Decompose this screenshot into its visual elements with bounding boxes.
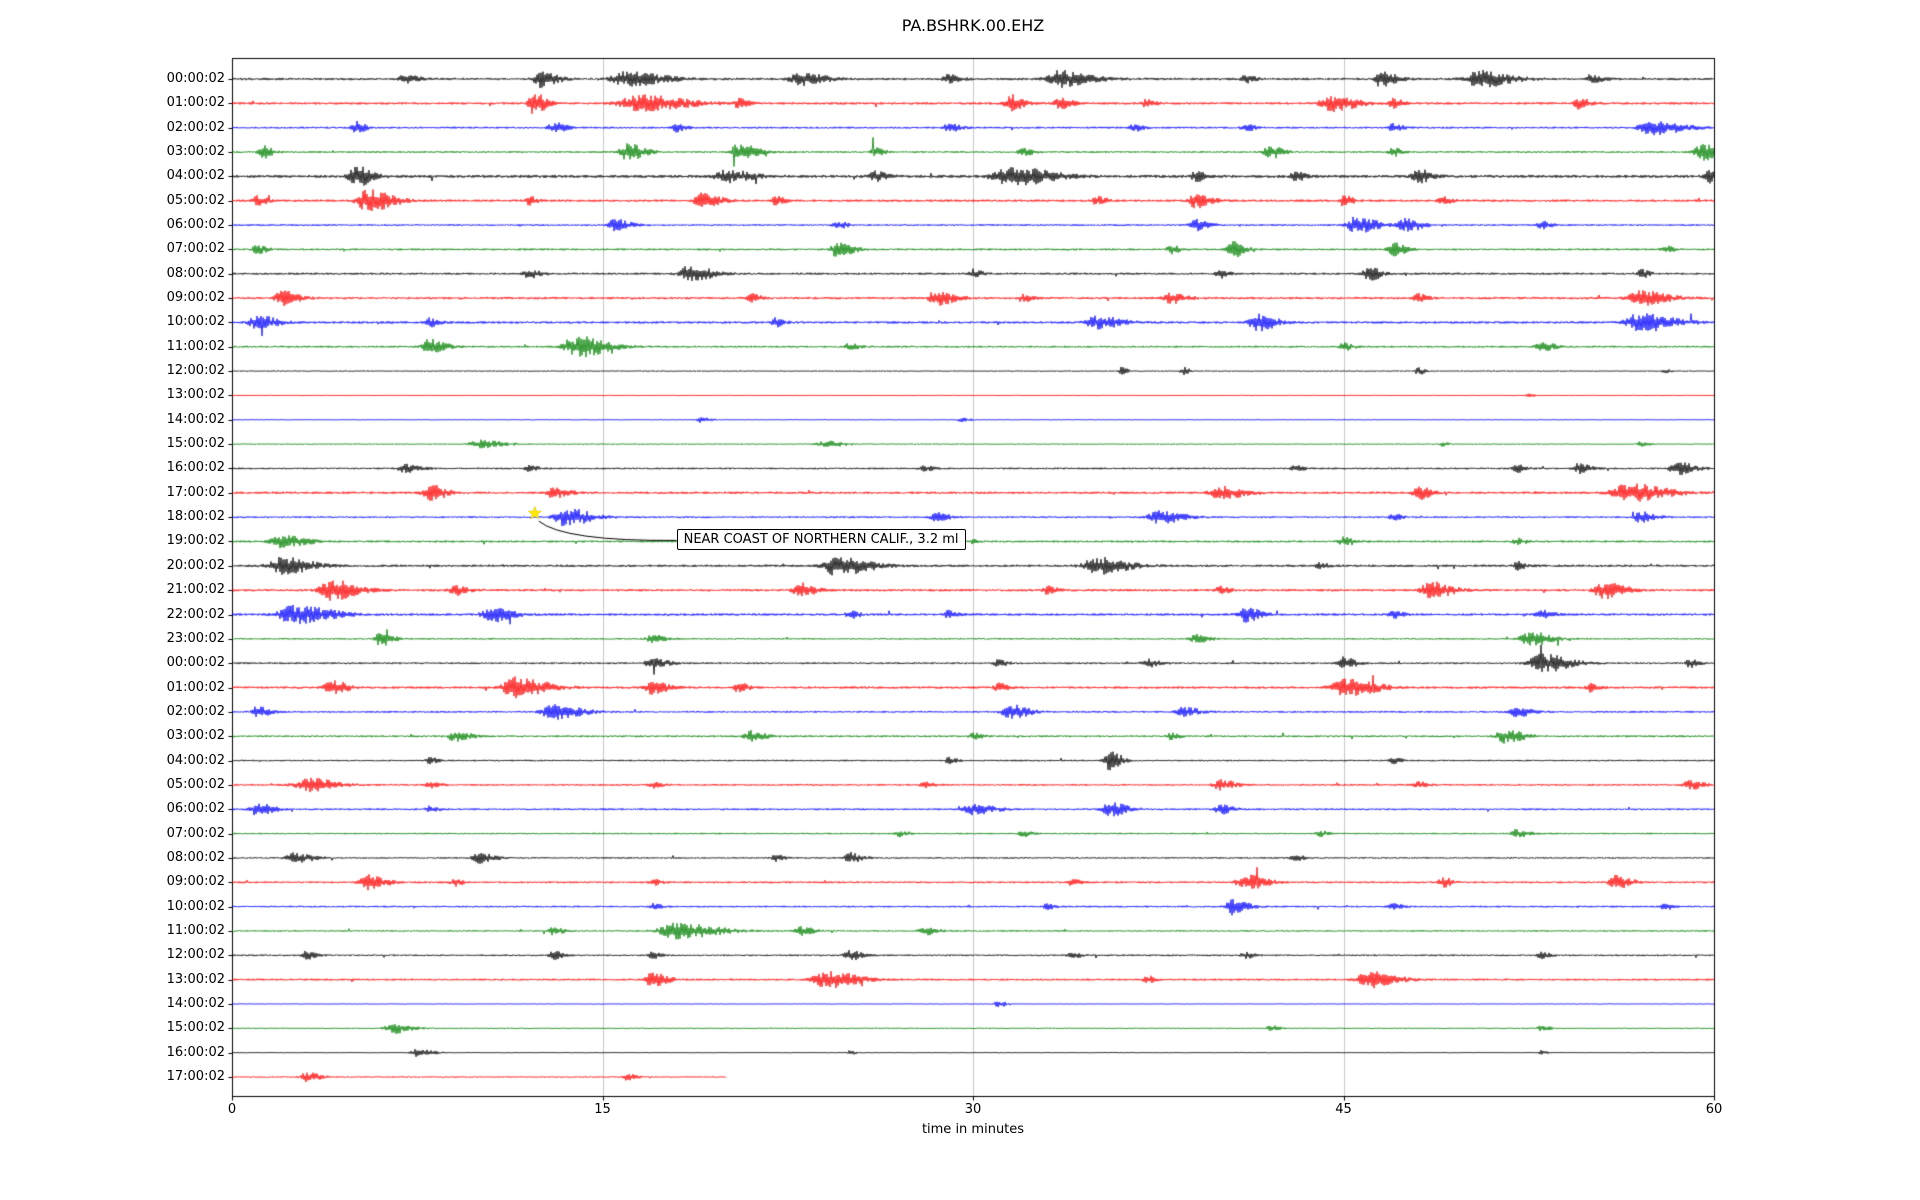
y-axis-label: 09:00:02 [166, 290, 225, 306]
y-axis-label: 15:00:02 [166, 436, 225, 452]
event-annotation: NEAR COAST OF NORTHERN CALIF., 3.2 ml [676, 529, 966, 551]
y-axis-label: 03:00:02 [166, 728, 225, 744]
y-axis-label: 14:00:02 [166, 411, 225, 427]
y-axis-label: 21:00:02 [166, 582, 225, 598]
y-axis-label: 02:00:02 [166, 703, 225, 719]
y-axis-label: 07:00:02 [166, 825, 225, 841]
y-axis-label: 01:00:02 [166, 679, 225, 695]
y-axis-label: 05:00:02 [166, 776, 225, 792]
y-axis-label: 10:00:02 [166, 898, 225, 914]
y-axis-label: 06:00:02 [166, 217, 225, 233]
y-axis-label: 13:00:02 [166, 971, 225, 987]
y-axis-label: 02:00:02 [166, 119, 225, 135]
x-axis-title: time in minutes [921, 1122, 1025, 1137]
y-axis-label: 04:00:02 [166, 752, 225, 768]
y-axis-label: 08:00:02 [166, 265, 225, 281]
y-axis-label: 18:00:02 [166, 509, 225, 525]
y-axis-label: 10:00:02 [166, 314, 225, 330]
y-axis-label: 17:00:02 [166, 1069, 225, 1084]
y-axis-label: 14:00:02 [166, 995, 225, 1011]
y-axis-label: 01:00:02 [166, 95, 225, 111]
y-axis-label: 11:00:02 [166, 922, 225, 938]
y-axis-label: 00:00:02 [166, 655, 225, 671]
y-axis-label: 09:00:02 [166, 874, 225, 890]
y-axis-label: 16:00:02 [166, 460, 225, 476]
y-axis-label: 05:00:02 [166, 192, 225, 208]
y-axis-label: 13:00:02 [166, 387, 225, 403]
x-axis-tick-label: 15 [594, 1102, 611, 1117]
y-axis-label: 12:00:02 [166, 947, 225, 963]
x-axis-tick-label: 60 [1705, 1102, 1723, 1117]
y-axis-label: 23:00:02 [166, 630, 225, 646]
y-axis-label: 20:00:02 [166, 557, 225, 573]
y-axis-label: 06:00:02 [166, 801, 225, 817]
y-axis-label: 00:00:02 [166, 71, 225, 86]
y-axis-label: 07:00:02 [166, 241, 225, 257]
y-axis-label: 19:00:02 [166, 533, 225, 549]
y-axis-label: 15:00:02 [166, 1020, 225, 1036]
event-star-icon: ★ [526, 503, 543, 525]
y-axis-label: 12:00:02 [166, 363, 225, 379]
y-axis-label: 03:00:02 [166, 144, 225, 160]
x-axis-tick-label: 45 [1335, 1102, 1352, 1117]
y-axis-label: 22:00:02 [166, 606, 225, 622]
y-axis-label: 08:00:02 [166, 849, 225, 865]
plot-title: PA.BSHRK.00.EHZ [901, 16, 1045, 35]
y-axis-label: 11:00:02 [166, 338, 225, 354]
y-axis-label: 16:00:02 [166, 1044, 225, 1060]
x-axis-tick-label: 30 [964, 1102, 982, 1117]
y-axis-label: 17:00:02 [166, 484, 225, 500]
y-axis-label: 04:00:02 [166, 168, 225, 184]
x-axis-tick-label: 0 [227, 1102, 237, 1117]
